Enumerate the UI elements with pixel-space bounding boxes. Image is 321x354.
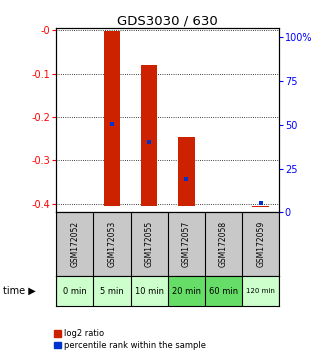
Bar: [56, 276, 93, 306]
Text: 120 min: 120 min: [246, 288, 275, 294]
Bar: [104, 32, 120, 206]
Text: 60 min: 60 min: [209, 287, 238, 296]
Bar: [205, 276, 242, 306]
Bar: [131, 276, 168, 306]
Bar: [178, 137, 195, 206]
Bar: [93, 276, 131, 306]
Text: GSM172055: GSM172055: [145, 221, 154, 267]
Text: GSM172052: GSM172052: [70, 221, 79, 267]
Text: 10 min: 10 min: [134, 287, 164, 296]
Bar: [141, 65, 158, 206]
Title: GDS3030 / 630: GDS3030 / 630: [117, 14, 218, 27]
Text: 20 min: 20 min: [172, 287, 201, 296]
Bar: [252, 206, 269, 207]
Text: 5 min: 5 min: [100, 287, 124, 296]
Bar: [168, 276, 205, 306]
Text: 0 min: 0 min: [63, 287, 87, 296]
Text: GSM172057: GSM172057: [182, 221, 191, 267]
Text: GSM172059: GSM172059: [256, 221, 265, 267]
Bar: [242, 276, 279, 306]
Text: GSM172053: GSM172053: [108, 221, 117, 267]
Text: time ▶: time ▶: [3, 286, 36, 296]
Legend: log2 ratio, percentile rank within the sample: log2 ratio, percentile rank within the s…: [54, 329, 206, 350]
Text: GSM172058: GSM172058: [219, 221, 228, 267]
